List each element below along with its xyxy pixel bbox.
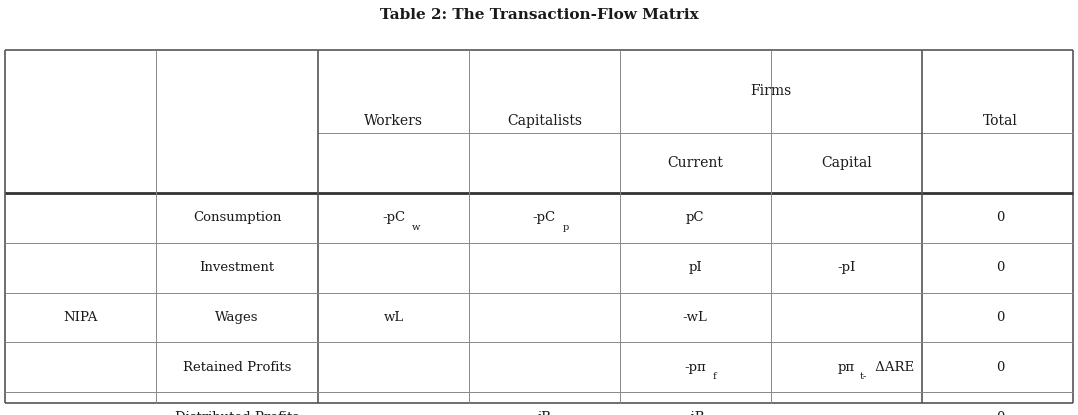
Text: Distributed Profits: Distributed Profits <box>175 410 300 415</box>
Text: Investment: Investment <box>199 261 275 274</box>
Text: f: f <box>713 372 716 381</box>
Text: Capitalists: Capitalists <box>507 115 582 128</box>
Text: 0: 0 <box>996 261 1004 274</box>
Text: w: w <box>412 222 420 232</box>
Text: 0: 0 <box>996 410 1004 415</box>
Text: Current: Current <box>667 156 723 170</box>
Text: Firms: Firms <box>750 84 791 98</box>
Text: pC: pC <box>686 211 705 225</box>
Text: Total: Total <box>982 115 1018 128</box>
Text: 0: 0 <box>996 211 1004 225</box>
Text: Wages: Wages <box>216 311 259 324</box>
Text: -pC: -pC <box>533 211 556 225</box>
Text: ΔARE: ΔARE <box>871 361 914 374</box>
Text: Retained Profits: Retained Profits <box>183 361 291 374</box>
Text: -wL: -wL <box>682 311 708 324</box>
Text: -pπ: -pπ <box>685 361 706 374</box>
Text: Table 2: The Transaction-Flow Matrix: Table 2: The Transaction-Flow Matrix <box>379 7 699 22</box>
Text: 0: 0 <box>996 361 1004 374</box>
Text: Consumption: Consumption <box>193 211 281 225</box>
Text: pπ: pπ <box>838 361 855 374</box>
Text: 0: 0 <box>996 311 1004 324</box>
Text: pI: pI <box>689 261 702 274</box>
Text: iB: iB <box>538 410 551 415</box>
Text: -pI: -pI <box>837 261 856 274</box>
Text: Capital: Capital <box>820 156 872 170</box>
Text: NIPA: NIPA <box>64 311 98 324</box>
Text: -iB: -iB <box>686 410 705 415</box>
Text: Workers: Workers <box>364 115 423 128</box>
Text: t-: t- <box>859 372 867 381</box>
Text: p: p <box>563 222 569 232</box>
Text: -pC: -pC <box>382 211 405 225</box>
Text: wL: wL <box>384 311 403 324</box>
